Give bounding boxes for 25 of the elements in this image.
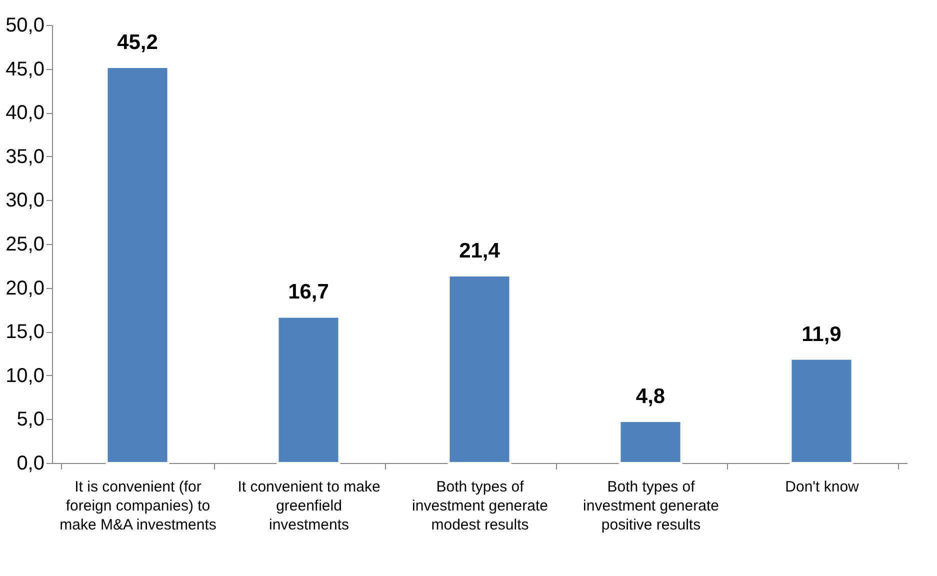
y-tick-label: 45,0 xyxy=(6,58,44,80)
y-tick-label: 5,0 xyxy=(16,408,44,431)
data-label: 16,7 xyxy=(288,280,329,304)
data-label: 11,9 xyxy=(802,322,842,346)
y-tick-label: 40,0 xyxy=(6,102,44,124)
bar xyxy=(790,358,854,464)
y-tick-label: 15,0 xyxy=(6,321,44,344)
y-tick-label: 10,0 xyxy=(6,364,44,387)
x-tick-label: It convenient to make greenfield investments xyxy=(238,478,380,534)
x-tick-label: Both types of investment generate modest results xyxy=(412,478,548,534)
bar xyxy=(276,316,340,464)
x-tick-label: It is convenient (for foreign companies) to make M&A investments xyxy=(60,478,216,534)
bar xyxy=(448,274,512,464)
y-tick-label: 25,0 xyxy=(6,234,44,256)
data-label: 4,8 xyxy=(636,384,666,408)
y-tick-label: 35,0 xyxy=(6,146,44,168)
y-tick-label: 50,0 xyxy=(6,14,44,36)
x-tick-label: Don't know xyxy=(785,478,860,496)
y-tick-label: 20,0 xyxy=(6,277,44,300)
y-tick-label: 0,0 xyxy=(16,452,44,474)
data-label: 21,4 xyxy=(459,240,500,263)
bar xyxy=(106,66,170,464)
x-tick-label: Both types of investment generate positive results xyxy=(583,478,719,534)
data-label: 45,2 xyxy=(117,31,158,54)
y-tick-label: 30,0 xyxy=(6,190,44,212)
